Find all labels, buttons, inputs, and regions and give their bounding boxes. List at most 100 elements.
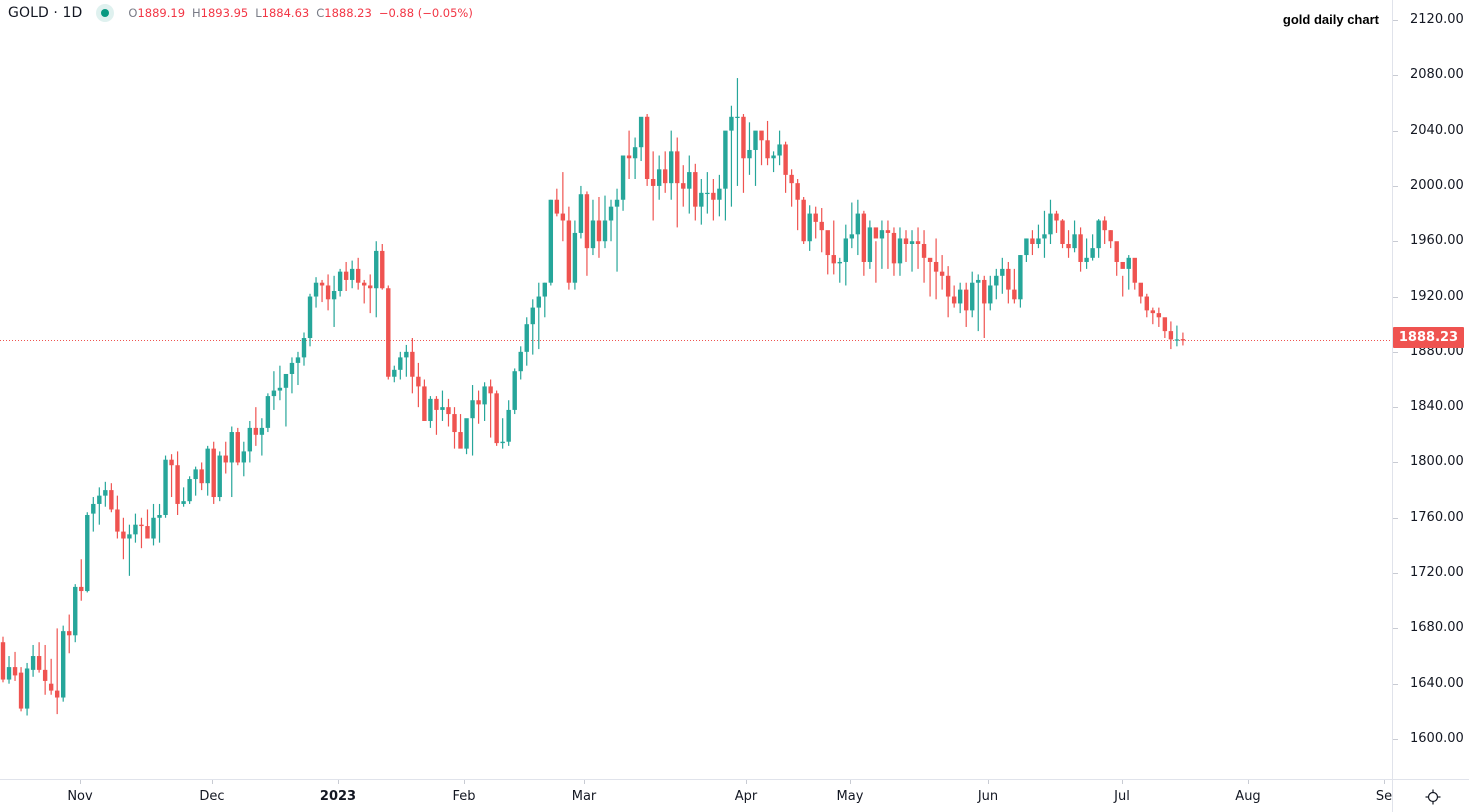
candle [1054, 210, 1059, 233]
price-tick-label: 1960.00 [1410, 233, 1464, 249]
candle [596, 196, 602, 258]
candle [1030, 230, 1035, 256]
candle [638, 116, 644, 162]
candle [253, 407, 259, 446]
time-axis[interactable]: Nov Dec 2023 Feb Mar Apr May Jun Jul Aug Se [0, 779, 1392, 812]
candle [644, 114, 650, 186]
candle [85, 512, 90, 593]
candle [199, 462, 204, 491]
candle [831, 220, 836, 275]
price-axis[interactable]: 2120.00 2080.00 2040.00 2000.00 1960.00 1920.… [1392, 0, 1469, 779]
candle [331, 275, 337, 327]
gear-icon[interactable] [1423, 787, 1443, 807]
candle [500, 418, 505, 449]
candle [368, 274, 373, 314]
candle [404, 344, 409, 377]
candle [175, 451, 180, 516]
price-tick-label: 2080.00 [1410, 67, 1464, 83]
price-tick-mark [1393, 407, 1398, 409]
candle [1162, 317, 1168, 339]
candle [1048, 199, 1053, 244]
candle [386, 285, 391, 380]
candle [1174, 325, 1180, 347]
candle [277, 365, 283, 401]
candle [951, 285, 957, 308]
candle [458, 414, 463, 449]
candle [416, 362, 421, 408]
candle [819, 208, 824, 253]
time-tick-mark [1122, 780, 1123, 784]
candle [145, 509, 150, 539]
candle [813, 206, 818, 239]
candle [241, 441, 246, 477]
candle [482, 382, 487, 421]
price-tick-mark [1393, 185, 1398, 187]
candle [61, 625, 66, 702]
candle [115, 495, 120, 539]
time-tick-label: Mar [571, 789, 597, 804]
candle [18, 667, 24, 712]
candle [566, 206, 572, 290]
candlestick-plot[interactable] [0, 0, 1392, 779]
symbol-label[interactable]: GOLD · 1D [8, 5, 83, 21]
price-tick-label: 1600.00 [1410, 731, 1464, 746]
candle [512, 368, 517, 415]
candle [157, 503, 162, 543]
candle [1126, 255, 1131, 290]
candle [374, 241, 379, 318]
candle [48, 658, 54, 695]
price-tick-mark [1393, 296, 1398, 298]
candle [91, 497, 96, 532]
candle [325, 274, 331, 311]
price-tick-label: 1800.00 [1410, 454, 1464, 470]
candle [626, 130, 632, 180]
candle [1000, 257, 1005, 294]
time-tick-label: Nov [67, 789, 93, 804]
candle [1018, 255, 1023, 308]
candle [1120, 261, 1125, 297]
candle [548, 199, 554, 286]
candle [139, 517, 144, 549]
candle [1150, 307, 1156, 325]
candle [1180, 332, 1186, 346]
candle [151, 503, 156, 546]
candle [1036, 224, 1041, 249]
price-tick-mark [1393, 130, 1398, 132]
candle [699, 179, 704, 225]
candle [67, 614, 72, 654]
candle [650, 151, 656, 221]
price-tick-label: 1920.00 [1410, 288, 1464, 304]
candle [921, 230, 927, 283]
close-label: C [316, 6, 325, 20]
time-tick-mark [584, 780, 585, 784]
candle [301, 332, 307, 366]
candle [855, 199, 861, 256]
candle [632, 137, 638, 180]
price-tick-label: 2120.00 [1410, 12, 1464, 27]
candle [1096, 219, 1101, 258]
price-tick-mark [1393, 517, 1398, 519]
candle [313, 277, 319, 308]
candle [909, 230, 915, 272]
candle [121, 517, 126, 560]
candle [223, 441, 228, 474]
candle [235, 427, 240, 466]
candle [163, 455, 168, 518]
candle [36, 642, 42, 673]
candle [12, 651, 18, 681]
candle [446, 398, 451, 427]
candle [970, 271, 975, 318]
candle [398, 351, 403, 380]
price-tick-mark [1393, 628, 1398, 630]
candle [542, 282, 547, 318]
candle [524, 317, 529, 366]
candle [97, 487, 102, 525]
candle [283, 373, 289, 427]
candle [783, 141, 788, 193]
time-tick-mark [464, 780, 465, 784]
candle [927, 257, 933, 297]
candle [681, 165, 686, 207]
time-tick-label: 2023 [319, 789, 357, 804]
candle [181, 487, 186, 507]
candle [602, 195, 608, 249]
